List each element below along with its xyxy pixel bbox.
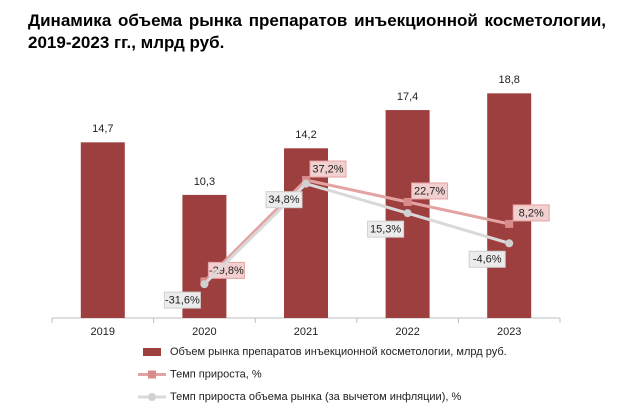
data-label-box — [411, 182, 449, 200]
bar-value-label: 14,7 — [92, 123, 113, 135]
legend-label: Объем рынка препаратов инъекционной косм… — [170, 346, 507, 358]
data-label-box — [163, 291, 201, 309]
data-label: 8,2% — [519, 207, 544, 219]
data-label-box — [309, 160, 347, 178]
legend-label: Темп прироста, % — [170, 368, 262, 380]
x-tick-label: 2021 — [294, 326, 318, 338]
bar-value-label: 17,4 — [397, 91, 418, 103]
data-label: -31,6% — [165, 295, 200, 307]
x-tick-label: 2023 — [497, 326, 521, 338]
bar — [80, 142, 125, 318]
data-label: -4,6% — [473, 254, 502, 266]
data-label-box — [367, 220, 405, 238]
legend-marker — [148, 370, 156, 379]
data-label: -29,8% — [209, 265, 244, 277]
line-marker — [200, 280, 209, 289]
data-label: 15,3% — [370, 224, 401, 236]
data-label-box — [512, 204, 550, 222]
x-tick-label: 2022 — [395, 326, 419, 338]
bar-value-label: 14,2 — [295, 129, 316, 141]
line — [203, 178, 510, 283]
x-tick-label: 2020 — [192, 326, 216, 338]
data-label-box — [265, 191, 303, 209]
bar-value-label: 10,3 — [194, 176, 215, 188]
line-marker — [505, 219, 514, 228]
data-label-box — [468, 250, 506, 268]
legend-swatch — [143, 348, 161, 356]
line-marker — [403, 209, 412, 218]
line-marker — [505, 239, 514, 248]
legend-label: Темп прироста объема рынка (за вычетом и… — [170, 391, 461, 403]
line-marker — [302, 179, 310, 188]
line-marker — [403, 197, 412, 206]
bar-value-label: 18,8 — [498, 74, 519, 86]
data-label: 22,7% — [414, 185, 445, 197]
line — [203, 181, 510, 286]
data-label: 34,8% — [268, 194, 299, 206]
legend-marker — [148, 393, 156, 401]
data-label: 37,2% — [312, 163, 343, 175]
chart-title: Динамика объема рынка препаратов инъекци… — [28, 11, 606, 52]
x-tick-label: 2019 — [91, 326, 115, 338]
